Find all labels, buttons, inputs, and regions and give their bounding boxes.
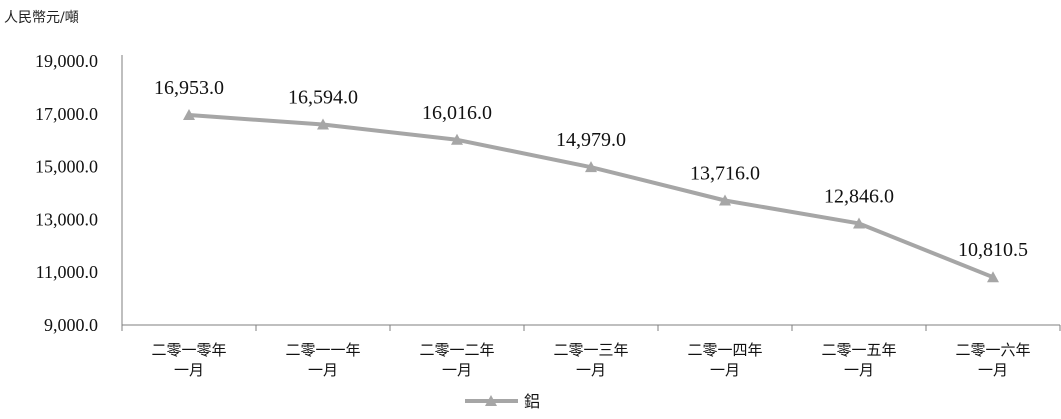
legend-label: 鋁	[524, 392, 540, 411]
y-tick-label: 11,000.0	[36, 262, 98, 282]
axes	[121, 55, 1061, 331]
x-tick-label: 一月	[710, 361, 740, 379]
x-tick-label: 二零一三年	[553, 341, 628, 359]
y-tick-label: 9,000.0	[44, 315, 98, 335]
series-group: 16,953.0 16,594.0 16,016.0 14,979.0 13,716.0…	[154, 77, 1028, 283]
y-tick-label: 13,000.0	[35, 209, 98, 229]
legend: 鋁	[465, 392, 540, 411]
y-tick-label: 17,000.0	[35, 104, 98, 124]
x-tick-label: 二零一零年	[151, 341, 226, 359]
data-point-marker	[719, 194, 731, 206]
data-label: 12,846.0	[824, 185, 894, 207]
data-point-marker	[183, 109, 195, 121]
y-axis-unit-label: 人民幣元/噸	[4, 10, 79, 26]
y-tick-label: 19,000.0	[35, 51, 98, 71]
x-tick-label: 一月	[576, 361, 606, 379]
x-tick-label: 二零一二年	[419, 341, 494, 359]
data-point-marker	[585, 161, 597, 173]
data-point-marker	[853, 217, 865, 229]
x-tick-label: 二零一六年	[955, 341, 1030, 359]
y-axis-ticks: 9,000.0 11,000.0 13,000.0 15,000.0 17,000.0 1…	[35, 51, 98, 335]
x-tick-label: 一月	[844, 361, 874, 379]
x-tick-label: 二零一四年	[687, 341, 762, 359]
x-tick-label: 二零一五年	[821, 341, 896, 359]
x-tick-label: 一月	[174, 361, 204, 379]
x-tick-label: 二零一一年	[285, 341, 360, 359]
data-point-marker	[317, 118, 329, 130]
x-tick-label: 一月	[442, 361, 472, 379]
data-point-marker	[987, 271, 999, 283]
data-label: 16,016.0	[422, 102, 492, 124]
y-tick-label: 15,000.0	[35, 157, 98, 177]
data-point-marker	[451, 133, 463, 145]
x-tick-label: 一月	[308, 361, 338, 379]
data-label: 16,953.0	[154, 77, 224, 99]
data-label: 16,594.0	[288, 87, 358, 109]
legend-marker	[485, 395, 497, 406]
data-label: 13,716.0	[690, 162, 760, 184]
data-label: 14,979.0	[556, 129, 626, 151]
x-tick-label: 一月	[978, 361, 1008, 379]
data-label: 10,810.5	[958, 239, 1028, 261]
